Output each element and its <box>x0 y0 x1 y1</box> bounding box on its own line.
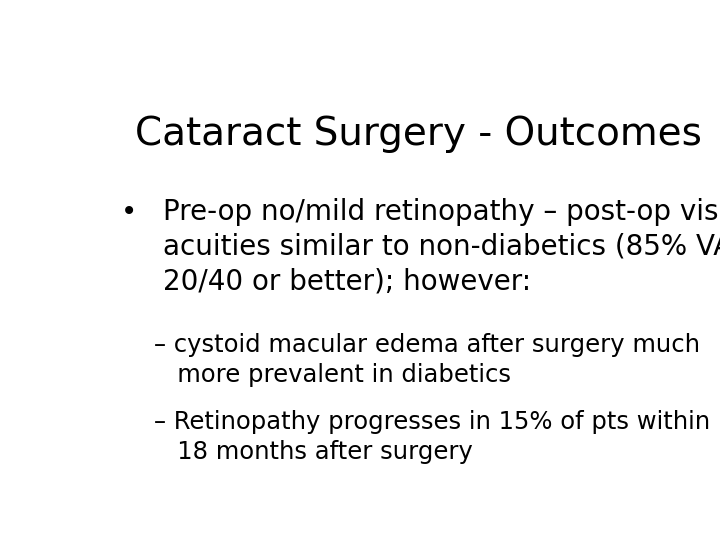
Text: – cystoid macular edema after surgery much
   more prevalent in diabetics: – cystoid macular edema after surgery mu… <box>154 333 700 387</box>
Text: •: • <box>121 198 137 226</box>
Text: Cataract Surgery - Outcomes: Cataract Surgery - Outcomes <box>135 114 701 153</box>
Text: – Retinopathy progresses in 15% of pts within
   18 months after surgery: – Retinopathy progresses in 15% of pts w… <box>154 410 711 464</box>
Text: Pre-op no/mild retinopathy – post-op visual
acuities similar to non-diabetics (8: Pre-op no/mild retinopathy – post-op vis… <box>163 198 720 295</box>
